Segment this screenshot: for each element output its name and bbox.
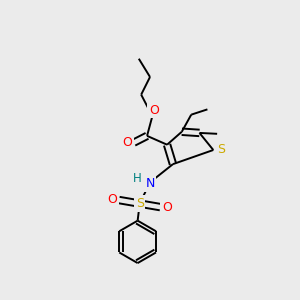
Text: O: O <box>108 193 118 206</box>
Text: O: O <box>149 104 159 117</box>
Text: O: O <box>162 201 172 214</box>
Text: S: S <box>136 197 144 210</box>
Text: O: O <box>122 136 132 149</box>
Text: H: H <box>132 172 141 185</box>
Text: S: S <box>217 143 225 157</box>
Text: N: N <box>145 177 155 190</box>
